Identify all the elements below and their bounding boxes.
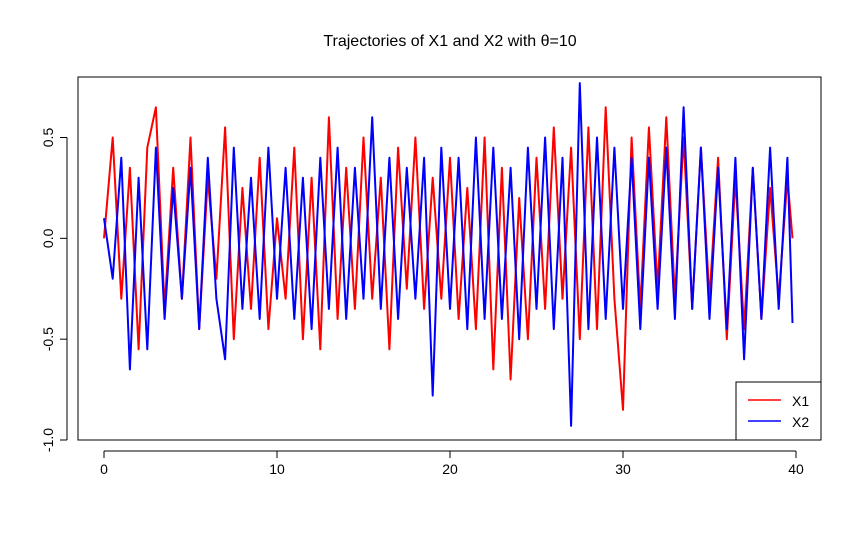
series-layer xyxy=(103,82,794,427)
x-tick-label: 10 xyxy=(269,461,285,477)
series-line-x2 xyxy=(103,82,794,427)
x-tick-label: 20 xyxy=(442,461,458,477)
x-axis: 0 10 20 30 40 xyxy=(100,450,804,477)
legend-box xyxy=(735,381,822,441)
plot-frame xyxy=(77,76,822,441)
y-tick-label: -1.0 xyxy=(40,428,56,452)
chart-title: Trajectories of X1 and X2 with θ=10 xyxy=(323,33,576,50)
x-tick-label: 30 xyxy=(615,461,631,477)
y-axis: -1.0 -0.5 0.0 0.5 xyxy=(40,128,68,452)
legend-label-x1: X1 xyxy=(792,393,809,409)
y-tick-label: -0.5 xyxy=(40,327,56,351)
x-tick-label: 0 xyxy=(100,461,108,477)
x-tick-label: 40 xyxy=(788,461,804,477)
legend-label-x2: X2 xyxy=(792,414,809,430)
y-tick-label: 0.0 xyxy=(40,228,56,248)
y-tick-label: 0.5 xyxy=(40,128,56,148)
legend: X1 X2 xyxy=(735,381,822,441)
